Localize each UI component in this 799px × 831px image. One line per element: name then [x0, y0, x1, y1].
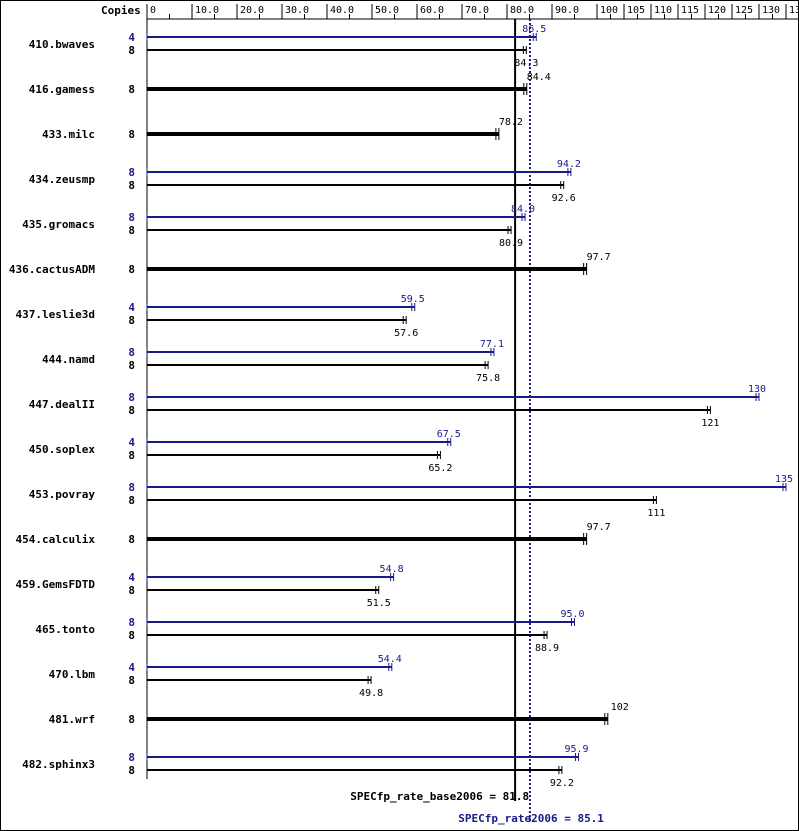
base-value-label: 57.6	[394, 328, 418, 339]
peak-value-label: 95.0	[560, 609, 584, 620]
base-copies-label: 8	[128, 533, 135, 546]
base-copies-label: 8	[128, 263, 135, 276]
x-tick-label: 0	[150, 5, 156, 16]
benchmark-label: 481.wrf	[49, 713, 95, 726]
base-value-label: 88.9	[535, 643, 559, 654]
base-copies-label: 8	[128, 179, 135, 192]
x-tick-label: 20.0	[240, 5, 264, 16]
base-value-label: 92.6	[552, 193, 576, 204]
base-copies-label: 8	[128, 764, 135, 777]
base-value-label: 97.7	[587, 252, 611, 263]
base-value-label: 51.5	[367, 598, 391, 609]
base-copies-label: 8	[128, 128, 135, 141]
x-tick-label: 70.0	[465, 5, 489, 16]
peak-value-label: 130	[748, 384, 766, 395]
base-value-label: 75.8	[476, 373, 500, 384]
peak-value-label: 94.2	[557, 159, 581, 170]
peak-copies-label: 8	[128, 481, 135, 494]
peak-copies-label: 8	[128, 166, 135, 179]
benchmark-label: 454.calculix	[16, 533, 96, 546]
x-tick-label: 90.0	[555, 5, 579, 16]
base-value-label: 78.2	[499, 117, 523, 128]
x-tick-label: 135	[789, 5, 798, 16]
x-tick-label: 110	[654, 5, 672, 16]
x-tick-label: 115	[681, 5, 699, 16]
base-copies-label: 8	[128, 44, 135, 57]
x-tick-label: 100	[600, 5, 618, 16]
base-copies-label: 8	[128, 674, 135, 687]
benchmark-label: 437.leslie3d	[16, 308, 95, 321]
base-copies-label: 8	[128, 314, 135, 327]
x-tick-label: 120	[708, 5, 726, 16]
base-summary-label: SPECfp_rate_base2006 = 81.8	[350, 790, 529, 803]
x-tick-label: 130	[762, 5, 780, 16]
benchmark-label: 416.gamess	[29, 83, 95, 96]
benchmark-label: 453.povray	[29, 488, 96, 501]
peak-value-label: 135	[775, 474, 793, 485]
benchmark-label: 436.cactusADM	[9, 263, 95, 276]
base-copies-label: 8	[128, 83, 135, 96]
peak-value-label: 54.8	[380, 564, 404, 575]
x-tick-label: 50.0	[375, 5, 399, 16]
peak-copies-label: 4	[128, 661, 135, 674]
benchmark-label: 482.sphinx3	[22, 758, 95, 771]
x-tick-label: 105	[627, 5, 645, 16]
base-value-label: 102	[611, 702, 629, 713]
base-value-label: 121	[701, 418, 719, 429]
peak-copies-label: 8	[128, 346, 135, 359]
base-value-label: 49.8	[359, 688, 383, 699]
x-tick-label: 125	[735, 5, 753, 16]
benchmark-label: 447.dealII	[29, 398, 95, 411]
base-value-label: 111	[647, 508, 665, 519]
peak-value-label: 95.9	[565, 744, 589, 755]
peak-value-label: 67.5	[437, 429, 461, 440]
copies-header: Copies	[101, 4, 141, 17]
base-value-label: 65.2	[428, 463, 452, 474]
x-tick-label: 60.0	[420, 5, 444, 16]
base-copies-label: 8	[128, 449, 135, 462]
benchmark-label: 435.gromacs	[22, 218, 95, 231]
peak-value-label: 77.1	[480, 339, 504, 350]
benchmark-label: 434.zeusmp	[29, 173, 96, 186]
benchmark-label: 465.tonto	[35, 623, 95, 636]
peak-copies-label: 4	[128, 31, 135, 44]
peak-copies-label: 8	[128, 211, 135, 224]
benchmark-label: 433.milc	[42, 128, 95, 141]
x-tick-label: 10.0	[195, 5, 219, 16]
base-value-label: 84.3	[514, 58, 538, 69]
base-copies-label: 8	[128, 224, 135, 237]
peak-copies-label: 4	[128, 301, 135, 314]
base-copies-label: 8	[128, 404, 135, 417]
base-copies-label: 8	[128, 584, 135, 597]
base-copies-label: 8	[128, 629, 135, 642]
x-tick-label: 80.0	[510, 5, 534, 16]
base-copies-label: 8	[128, 359, 135, 372]
base-value-label: 84.4	[527, 72, 551, 83]
peak-copies-label: 4	[128, 571, 135, 584]
base-value-label: 97.7	[587, 522, 611, 533]
peak-copies-label: 4	[128, 436, 135, 449]
base-value-label: 92.2	[550, 778, 574, 789]
base-value-label: 80.9	[499, 238, 523, 249]
peak-value-label: 54.4	[378, 654, 402, 665]
peak-summary-label: SPECfp_rate2006 = 85.1	[458, 812, 604, 825]
peak-value-label: 84.0	[511, 204, 535, 215]
benchmark-label: 459.GemsFDTD	[16, 578, 96, 591]
peak-copies-label: 8	[128, 616, 135, 629]
peak-copies-label: 8	[128, 751, 135, 764]
benchmark-label: 470.lbm	[49, 668, 96, 681]
benchmark-label: 450.soplex	[29, 443, 96, 456]
benchmark-label: 410.bwaves	[29, 38, 95, 51]
base-copies-label: 8	[128, 494, 135, 507]
peak-value-label: 59.5	[401, 294, 425, 305]
base-copies-label: 8	[128, 713, 135, 726]
peak-value-label: 86.5	[522, 24, 546, 35]
x-tick-label: 30.0	[285, 5, 309, 16]
x-tick-label: 40.0	[330, 5, 354, 16]
peak-copies-label: 8	[128, 391, 135, 404]
benchmark-label: 444.namd	[42, 353, 95, 366]
